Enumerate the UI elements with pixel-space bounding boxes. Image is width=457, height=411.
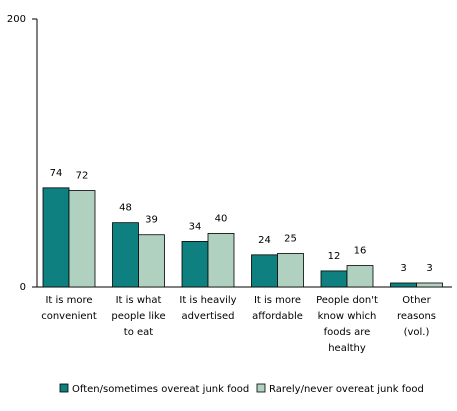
axes: 200 0: [7, 14, 452, 293]
bar-often-0: [42, 187, 70, 288]
category-labels: It is more convenient It is what people lik…: [41, 295, 436, 354]
category-label-5-line-1: reasons: [397, 311, 436, 322]
data-label-rarely-4: 16: [354, 246, 367, 257]
data-label-often-3: 24: [258, 235, 271, 246]
bar-often-3: [251, 254, 278, 288]
category-label-5-line-2: (vol.): [404, 327, 430, 338]
category-label-3-line-0: It is more: [254, 295, 301, 306]
category-label-4-line-1: know which: [318, 311, 377, 322]
legend-label-rarely: Rarely/never overeat junk food: [269, 384, 424, 395]
bar-rarely-1: [138, 234, 165, 288]
bar-often-5: [390, 282, 417, 288]
legend-swatch-often: [59, 383, 69, 393]
data-label-rarely-5: 3: [426, 263, 432, 274]
data-label-often-0: 74: [50, 168, 63, 179]
data-label-rarely-3: 25: [284, 234, 297, 245]
y-tick-label-max: 200: [7, 14, 26, 25]
data-label-often-2: 34: [189, 221, 202, 232]
category-label-4-line-2: foods are: [324, 327, 371, 338]
data-label-often-4: 12: [328, 251, 341, 262]
y-tick-label-min: 0: [20, 282, 26, 293]
legend-swatch-rarely: [256, 383, 266, 393]
category-label-5-line-0: Other: [402, 295, 431, 306]
bars: [42, 187, 443, 288]
data-label-rarely-1: 39: [145, 215, 158, 226]
data-label-rarely-2: 40: [215, 213, 228, 224]
bar-rarely-2: [207, 232, 235, 288]
bar-often-4: [320, 270, 348, 288]
category-label-3-line-1: affordable: [252, 311, 303, 322]
bar-often-2: [181, 241, 209, 288]
bar-rarely-4: [346, 265, 374, 288]
category-label-4-line-0: People don't: [316, 295, 378, 306]
data-labels: 74 72 48 39 34 40 24 25 12 16 3 3: [50, 168, 433, 274]
category-label-1-line-0: It is what: [116, 295, 162, 306]
bar-often-1: [112, 222, 139, 288]
bar-rarely-0: [68, 190, 96, 288]
category-label-4-line-3: healthy: [328, 343, 366, 354]
category-label-0-line-0: It is more: [45, 295, 92, 306]
data-label-often-1: 48: [119, 203, 132, 214]
data-label-rarely-0: 72: [76, 171, 89, 182]
category-label-0-line-1: convenient: [41, 311, 97, 322]
category-label-2-line-1: advertised: [181, 311, 234, 322]
data-label-often-5: 3: [400, 263, 406, 274]
legend-label-often: Often/sometimes overeat junk food: [72, 384, 249, 395]
legend: Often/sometimes overeat junk food Rarely…: [59, 383, 424, 395]
category-label-2-line-0: It is heavily: [179, 295, 236, 306]
bar-rarely-3: [277, 253, 304, 288]
bar-rarely-5: [416, 282, 443, 288]
category-label-1-line-2: to eat: [124, 327, 153, 338]
category-label-1-line-1: people like: [111, 311, 165, 322]
